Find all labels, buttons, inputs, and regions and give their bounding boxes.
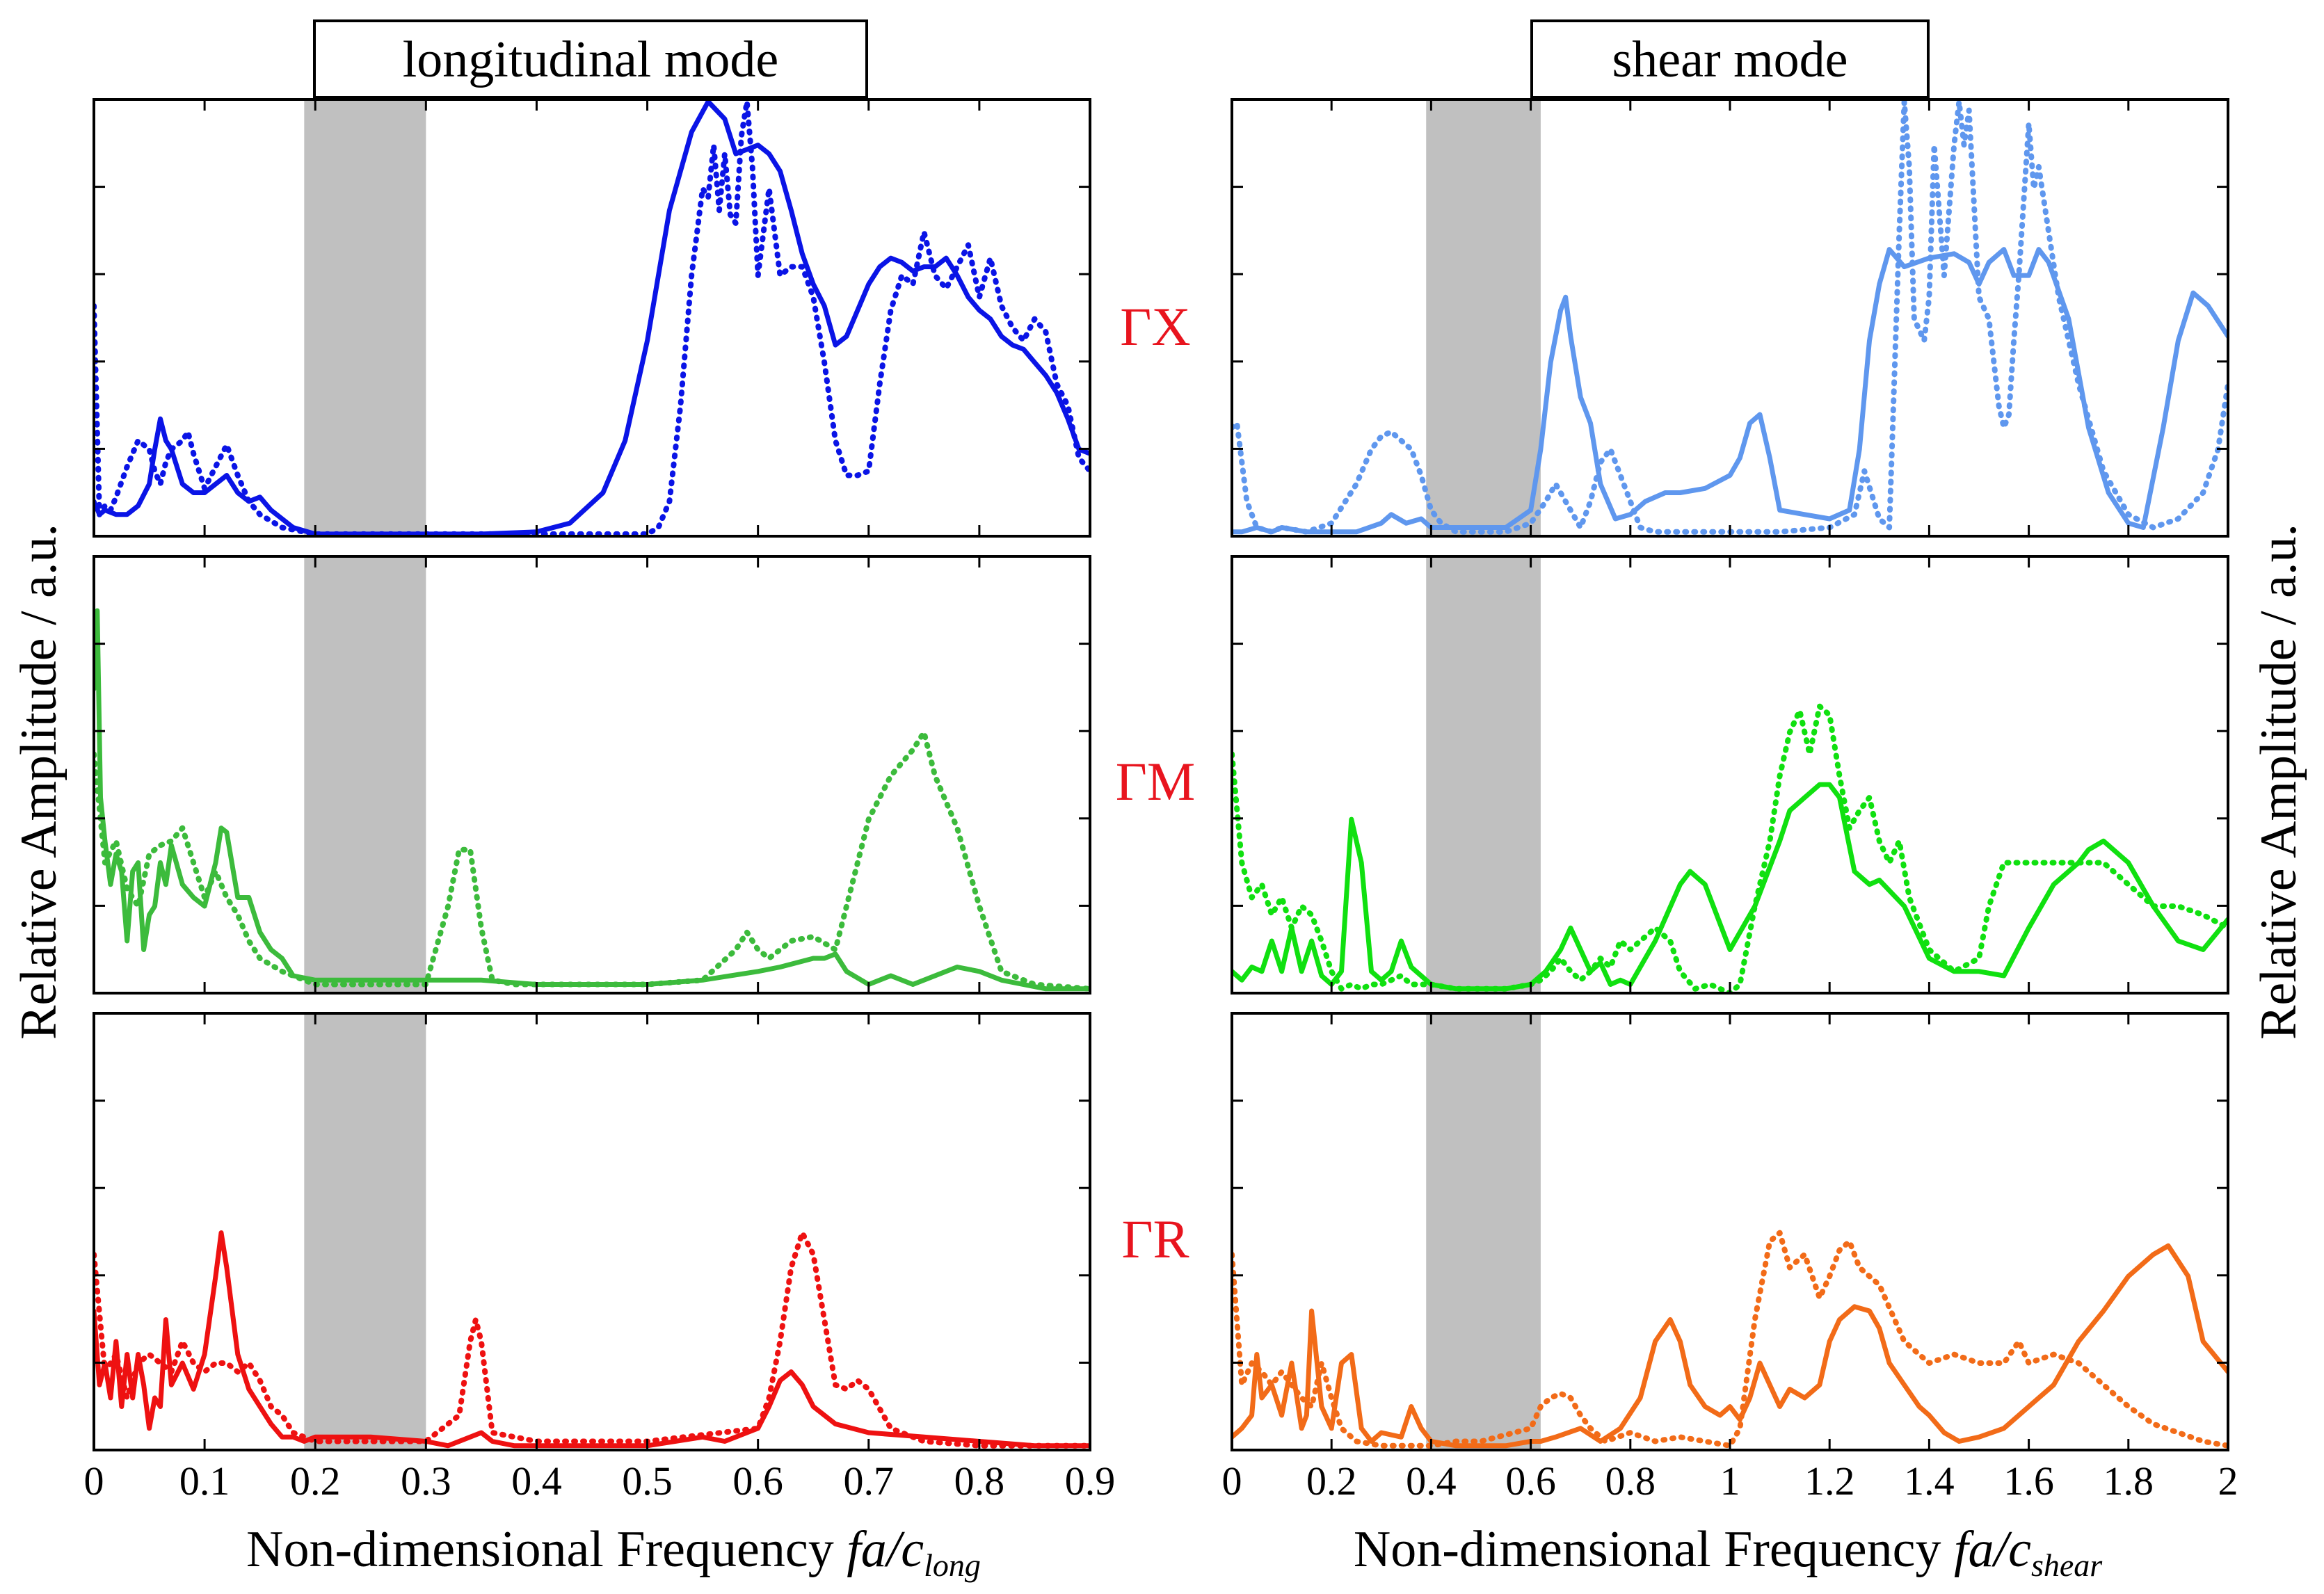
x-tick-label: 0.8 xyxy=(954,1458,1005,1504)
x-axis-label-shear: Non-dimensional Frequency fa/cshear xyxy=(1354,1521,2103,1583)
plot-frame xyxy=(93,555,1091,995)
shear-title: shear mode xyxy=(1612,31,1848,88)
series-dotted-line xyxy=(1232,1230,2228,1449)
panel-shear-0 xyxy=(1231,98,2229,538)
series-dotted-line xyxy=(1232,703,2228,993)
x-tick-label: 1.8 xyxy=(2103,1458,2154,1504)
x-tick-label: 0.7 xyxy=(844,1458,895,1504)
x-tick-label: 0.4 xyxy=(511,1458,562,1504)
bandgap-shading xyxy=(304,99,426,536)
longitudinal-title-box xyxy=(313,19,868,99)
series-solid-line xyxy=(94,608,1090,992)
panel-longitudinal-0 xyxy=(93,98,1091,538)
panel-longitudinal-1 xyxy=(93,555,1091,995)
series-dotted-line xyxy=(94,730,1090,992)
series-solid-line xyxy=(94,99,1090,536)
x-tick-label: 1.4 xyxy=(1904,1458,1955,1504)
y-axis-label-right: Relative Amplitude / a.u. xyxy=(2250,524,2307,1040)
panel-longitudinal-2 xyxy=(93,1012,1091,1451)
bandgap-shading xyxy=(304,1013,426,1450)
series-dotted-line xyxy=(94,1230,1090,1449)
bandgap-shading xyxy=(1426,1013,1541,1450)
plot-frame xyxy=(93,98,1091,538)
series-solid-line xyxy=(1232,247,2228,535)
x-tick-label: 1 xyxy=(1720,1458,1740,1504)
bandgap-shading xyxy=(1426,556,1541,993)
direction-label-gx: ΓX xyxy=(1120,296,1190,357)
x-tick-label: 0.2 xyxy=(290,1458,341,1504)
bandgap-shading xyxy=(1426,99,1541,536)
x-tick-label: 0.1 xyxy=(179,1458,230,1504)
series-dotted-line xyxy=(94,99,1090,536)
direction-label-gr: ΓR xyxy=(1121,1209,1189,1269)
x-tick-label: 0.5 xyxy=(622,1458,673,1504)
x-tick-label: 0 xyxy=(1222,1458,1242,1504)
x-tick-label: 1.2 xyxy=(1804,1458,1855,1504)
x-tick-label: 1.6 xyxy=(2003,1458,2054,1504)
x-tick-label: 0.4 xyxy=(1406,1458,1457,1504)
x-tick-label: 0.8 xyxy=(1605,1458,1656,1504)
x-tick-label: 0.6 xyxy=(1505,1458,1556,1504)
panel-shear-2 xyxy=(1231,1012,2229,1451)
x-tick-label: 0.3 xyxy=(401,1458,451,1504)
direction-label-gm: ΓM xyxy=(1116,751,1195,812)
x-axis-label-longitudinal: Non-dimensional Frequency fa/clong xyxy=(246,1521,981,1583)
series-solid-line xyxy=(1232,1243,2228,1449)
x-tick-label: 0.2 xyxy=(1306,1458,1357,1504)
plot-frame xyxy=(93,1012,1091,1451)
bandgap-shading xyxy=(304,556,426,993)
x-tick-label: 0.6 xyxy=(732,1458,783,1504)
x-tick-label: 0.9 xyxy=(1065,1458,1116,1504)
panel-shear-1 xyxy=(1231,555,2229,995)
x-tick-label: 0 xyxy=(84,1458,104,1504)
x-tick-label: 2 xyxy=(2218,1458,2238,1504)
longitudinal-title: longitudinal mode xyxy=(403,31,779,88)
y-axis-label-left: Relative Amplitude / a.u. xyxy=(10,524,67,1040)
shear-title-box xyxy=(1530,19,1930,99)
